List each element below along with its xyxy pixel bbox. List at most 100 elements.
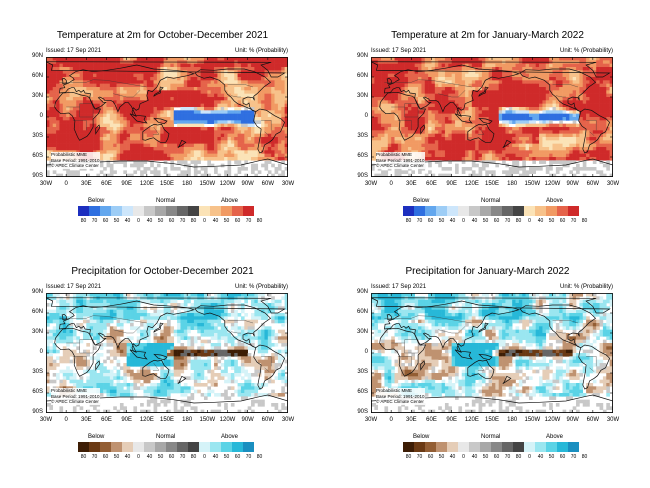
field-cell (576, 147, 580, 151)
field-cells (46, 57, 288, 177)
field-cell (224, 97, 228, 101)
field-cell (96, 73, 101, 78)
field-cell (261, 140, 265, 144)
field-cell (200, 147, 205, 151)
field-cell (254, 130, 259, 134)
field-cell (579, 120, 584, 124)
field-cell (153, 127, 158, 131)
field-cell (458, 67, 463, 71)
field-cell (525, 87, 530, 91)
field-cell (244, 130, 248, 134)
field-cell (505, 113, 510, 118)
field-cell (532, 87, 536, 91)
field-cell (86, 77, 90, 81)
lon-tick-label: 60W (586, 181, 599, 187)
field-cell (220, 137, 225, 141)
field-cell (153, 173, 158, 177)
field-cell (113, 153, 117, 158)
field-cell (173, 127, 178, 131)
field-cell (93, 70, 97, 74)
field-cell (495, 93, 500, 98)
field-cell (183, 90, 188, 94)
field-cell (475, 143, 479, 148)
field-cell (99, 170, 104, 174)
field-cell (418, 77, 422, 81)
field-cell (471, 117, 476, 121)
field-cell (414, 130, 419, 134)
field-cell (96, 67, 101, 71)
field-cell (508, 87, 513, 91)
field-cell (261, 57, 265, 61)
field-cell (532, 97, 536, 101)
field-cell (374, 80, 379, 84)
field-cell (428, 70, 432, 74)
field-cell (485, 80, 489, 84)
field-cell (404, 137, 409, 141)
field-cell (254, 103, 259, 108)
field-cell (492, 117, 496, 121)
field-cell (109, 137, 114, 141)
field-cell (156, 97, 161, 101)
field-cell (254, 167, 259, 171)
field-cell (177, 63, 181, 68)
field-cell (99, 150, 104, 154)
field-cell (267, 127, 272, 131)
field-cell (458, 73, 463, 78)
field-cell (391, 90, 395, 94)
field-cell (56, 293, 60, 297)
field-cell (542, 150, 547, 154)
field-cell (438, 63, 442, 68)
field-cell (528, 123, 533, 128)
field-cell (214, 150, 218, 154)
legend-tick-label: 50 (438, 218, 445, 224)
field-cell (224, 123, 228, 128)
field-cell (234, 157, 238, 161)
field-cell (267, 147, 272, 151)
field-cell (411, 73, 415, 78)
field-cell (143, 153, 148, 158)
field-cell (505, 157, 510, 161)
field-cell (451, 80, 456, 84)
field-cell (586, 137, 590, 141)
field-cell (371, 117, 375, 121)
field-cell (535, 97, 540, 101)
field-cell (602, 77, 607, 81)
field-cell (391, 63, 395, 68)
field-cell (528, 130, 533, 134)
field-cell (173, 113, 178, 118)
field-cell (193, 73, 198, 78)
field-cell (576, 137, 580, 141)
field-cell (119, 140, 124, 144)
field-cell (582, 87, 587, 91)
field-cell (492, 147, 496, 151)
field-cell (549, 100, 553, 104)
field-cell (72, 133, 77, 138)
field-cell (274, 57, 279, 61)
field-cell (123, 133, 127, 138)
legend-swatch (111, 206, 122, 216)
field-cell (431, 93, 436, 98)
field-cell (394, 87, 399, 91)
field-cell (193, 120, 198, 124)
field-cell (156, 140, 161, 144)
field-cell (173, 100, 178, 104)
field-cell (441, 83, 446, 88)
field-cell (559, 63, 563, 68)
field-cell (103, 87, 107, 91)
field-cell (89, 57, 94, 61)
field-cell (441, 143, 446, 148)
field-cell (488, 103, 493, 108)
field-cell (518, 67, 523, 71)
field-cell (609, 70, 613, 74)
field-cell (153, 170, 158, 174)
field-cell (451, 103, 456, 108)
field-cell (455, 137, 459, 141)
field-cell (555, 143, 560, 148)
lon-tick-label: 120E (139, 181, 154, 187)
field-cell (217, 120, 222, 124)
field-cell (224, 63, 228, 68)
coastline (420, 124, 426, 135)
field-cell (156, 133, 161, 138)
field-cell (458, 93, 463, 98)
field-cell (113, 80, 117, 84)
